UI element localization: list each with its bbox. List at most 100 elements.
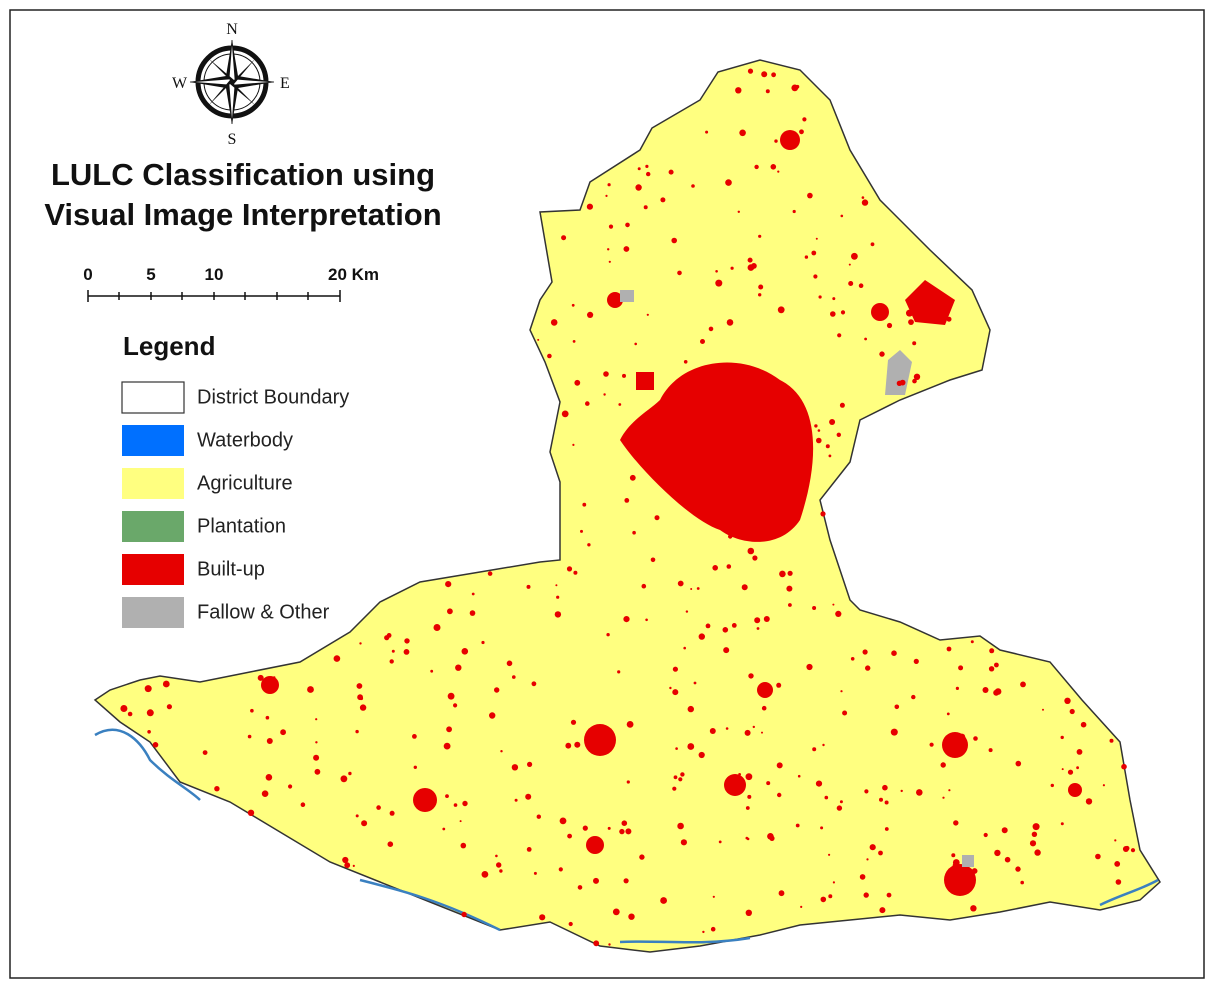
settlement: [526, 847, 532, 852]
settlement: [687, 743, 695, 750]
settlement: [166, 704, 172, 710]
settlement: [1076, 766, 1079, 770]
settlement: [1015, 760, 1022, 767]
settlement: [835, 610, 842, 618]
settlement: [687, 705, 694, 713]
settlement: [555, 584, 558, 587]
settlement: [840, 690, 843, 693]
settlement: [376, 805, 381, 810]
settlement: [500, 750, 503, 753]
legend-label: Built-up: [197, 558, 265, 580]
settlement: [307, 686, 314, 693]
settlement: [146, 709, 154, 717]
settlement: [832, 297, 836, 301]
settlement: [582, 825, 588, 831]
settlement: [355, 814, 359, 818]
legend-swatch: [122, 511, 184, 542]
settlement: [1031, 831, 1038, 837]
settlement: [994, 662, 999, 668]
settlement: [623, 246, 630, 252]
settlement: [617, 670, 621, 674]
settlement: [646, 313, 649, 316]
settlement: [713, 476, 717, 481]
settlement: [770, 506, 776, 511]
settlement: [680, 772, 685, 777]
settlement: [550, 319, 558, 326]
settlement: [730, 266, 734, 270]
settlement: [1115, 879, 1122, 885]
settlement: [958, 733, 966, 741]
settlement: [127, 711, 133, 717]
settlement: [829, 419, 836, 425]
settlement: [913, 373, 921, 380]
settlement: [839, 800, 843, 804]
legend-title: Legend: [123, 331, 215, 361]
settlement: [787, 570, 793, 576]
settlement: [571, 303, 575, 307]
settlement: [929, 742, 934, 747]
settlement: [816, 437, 822, 444]
settlement: [919, 303, 926, 310]
settlement: [391, 649, 395, 653]
scale-label: 20 Km: [328, 265, 379, 284]
legend-swatch: [122, 597, 184, 628]
settlement: [770, 164, 777, 170]
settlement: [994, 849, 1001, 857]
settlement: [715, 270, 718, 273]
settlement: [152, 742, 159, 748]
settlement: [811, 250, 817, 256]
settlement: [654, 515, 660, 521]
settlement: [756, 627, 760, 630]
settlement: [878, 850, 883, 856]
settlement: [623, 616, 630, 623]
settlement: [840, 310, 846, 315]
settlement: [714, 432, 720, 438]
settlement: [698, 751, 705, 759]
settlement: [487, 571, 493, 576]
settlement: [459, 820, 462, 823]
settlement: [605, 194, 608, 197]
settlement: [144, 685, 152, 693]
settlement: [445, 794, 449, 798]
compass-east: E: [280, 75, 290, 92]
settlement: [839, 402, 845, 408]
settlement: [763, 616, 770, 622]
settlement: [792, 209, 796, 214]
settlement: [300, 802, 306, 807]
settlement: [766, 781, 771, 786]
settlement: [797, 774, 801, 778]
settlement: [403, 649, 410, 655]
settlement: [828, 454, 832, 458]
settlement: [630, 442, 635, 448]
settlement: [570, 719, 577, 725]
settlement: [754, 164, 759, 170]
settlement: [527, 761, 533, 768]
settlement: [932, 304, 937, 309]
settlement: [685, 610, 689, 613]
settlement: [814, 424, 818, 428]
settlement: [637, 167, 641, 171]
title-line: Visual Image Interpretation: [44, 197, 441, 232]
settlement: [864, 789, 869, 794]
settlement: [481, 871, 489, 878]
settlement: [453, 803, 458, 807]
settlement: [494, 687, 500, 693]
settlement: [632, 530, 636, 535]
settlement: [712, 565, 718, 571]
settlement: [715, 279, 723, 287]
settlement: [587, 311, 594, 318]
settlement: [795, 84, 800, 89]
settlement: [748, 673, 754, 679]
scale-bar: [87, 290, 341, 302]
settlement: [665, 420, 673, 427]
built-up-areas: [261, 130, 1082, 896]
settlement: [626, 780, 630, 784]
settlement: [799, 129, 804, 135]
settlement: [462, 800, 468, 807]
settlement: [817, 429, 821, 432]
settlement: [784, 417, 791, 423]
settlement: [812, 606, 817, 610]
settlement: [677, 580, 684, 587]
settlement: [700, 339, 705, 344]
